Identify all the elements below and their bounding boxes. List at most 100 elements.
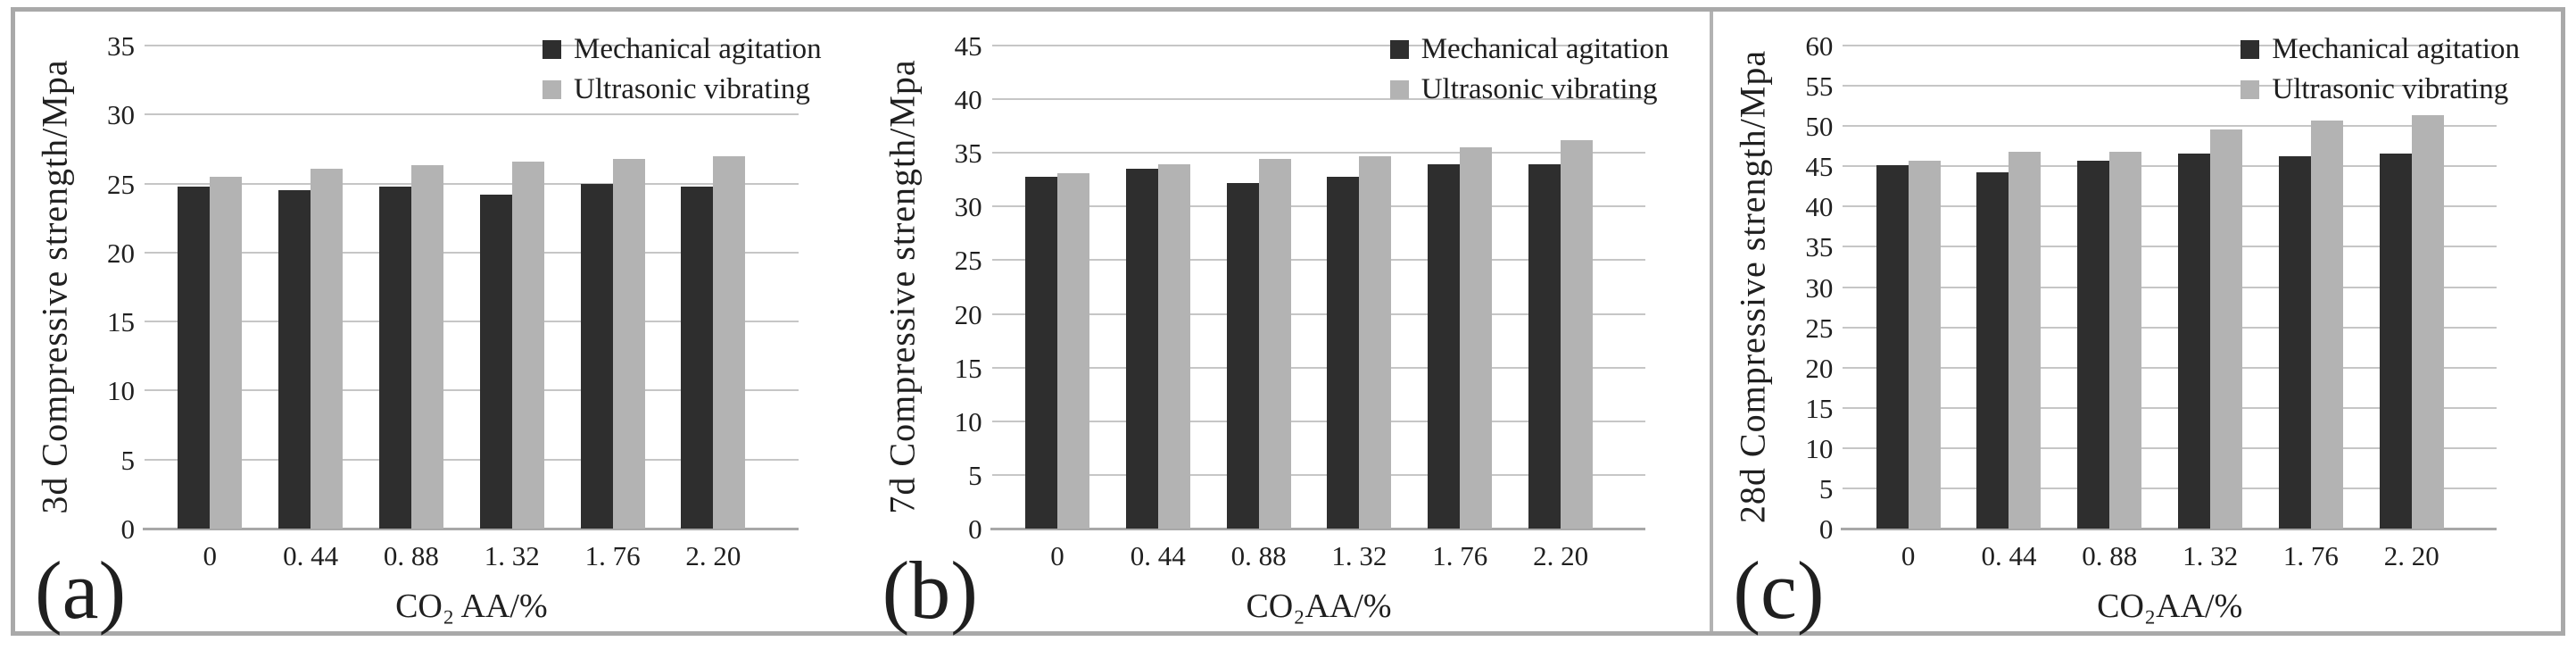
y-tick-label: 25: [1805, 312, 1834, 344]
gridline: [145, 458, 799, 461]
x-tick-row: 0 0. 44 0. 88 1. 32 1. 76 2. 20: [992, 540, 1646, 576]
bar-group: [2379, 115, 2444, 529]
legend-label: Mechanical agitation: [2272, 33, 2521, 65]
bar-mechanical-agitation: [1876, 165, 1909, 529]
bar-group: [378, 165, 443, 529]
y-tick-label: 45: [954, 30, 982, 62]
bar-ultrasonic-vibrating: [2310, 120, 2343, 529]
legend: Mechanical agitation Ultrasonic vibrating: [543, 33, 822, 105]
gridline: [1843, 487, 2497, 489]
bar-group: [1226, 159, 1291, 529]
bar-mechanical-agitation: [1125, 169, 1158, 529]
plot-area: [143, 45, 799, 530]
panel-letter: (a): [35, 545, 127, 636]
legend-label: Mechanical agitation: [1421, 33, 1669, 65]
bar-mechanical-agitation: [580, 183, 613, 529]
gridline: [145, 389, 799, 392]
x-tick-label: 2. 20: [2383, 540, 2439, 571]
y-tick-label: 15: [954, 352, 982, 384]
gridline: [991, 473, 1646, 476]
y-tick-label: 35: [1805, 231, 1834, 263]
x-tick-label: 1. 76: [2282, 540, 2339, 571]
bar-ultrasonic-vibrating: [1157, 164, 1190, 529]
figure-frame: 3d Compressive strength/Mpa 0 0. 44 0. 88 1…: [11, 7, 2565, 636]
gridline: [1843, 366, 2497, 369]
bar-group: [1528, 139, 1594, 529]
bar-mechanical-agitation: [1226, 182, 1259, 529]
x-tick-label: 0. 44: [1130, 540, 1186, 571]
bar-ultrasonic-vibrating: [2109, 152, 2142, 529]
legend-item: Ultrasonic vibrating: [1389, 73, 1669, 105]
bar-mechanical-agitation: [2278, 156, 2311, 529]
y-tick-label: 0: [968, 513, 982, 545]
y-tick-label: 35: [954, 138, 982, 170]
bar-ultrasonic-vibrating: [1460, 147, 1493, 529]
y-tick-label: 0: [1818, 513, 1834, 545]
bar-mechanical-agitation: [2077, 160, 2110, 529]
x-tick-label: 2. 20: [1533, 540, 1589, 571]
y-tick-label: 45: [1805, 151, 1834, 183]
y-tick-label: 10: [954, 405, 982, 438]
bar-group: [580, 158, 645, 529]
legend-swatch-icon: [543, 39, 562, 59]
panel-b: 7d Compressive strength/Mpa 0 0. 44 0. 88 1…: [862, 12, 1710, 631]
y-tick-label: 0: [120, 513, 136, 545]
x-axis-line: [1841, 528, 2497, 530]
x-tick-label: 1. 76: [1432, 540, 1488, 571]
bar-mechanical-agitation: [278, 190, 311, 529]
bar-group: [681, 155, 746, 529]
x-tick-label: 0: [1050, 540, 1064, 571]
y-tick-label: 5: [968, 459, 982, 491]
bar-mechanical-agitation: [681, 186, 714, 529]
legend-item: Ultrasonic vibrating: [543, 73, 822, 105]
x-axis-title: CO₂AA/%: [1246, 588, 1392, 625]
bar-group: [2178, 129, 2243, 529]
gridline: [1843, 45, 2497, 46]
gridline: [1843, 286, 2497, 288]
panel-c: 28d Compressive strength/Mpa 0 0. 44 0. 88…: [1710, 12, 2562, 631]
legend-label: Ultrasonic vibrating: [574, 73, 810, 105]
x-tick-label: 1. 32: [484, 540, 540, 571]
bar-ultrasonic-vibrating: [1561, 139, 1594, 529]
bar-group: [1125, 164, 1190, 529]
gridline: [145, 251, 799, 254]
gridline: [991, 98, 1646, 101]
bar-ultrasonic-vibrating: [210, 176, 243, 529]
x-tick-label: 0. 44: [283, 540, 339, 571]
gridline: [991, 205, 1646, 208]
x-tick-label: 0. 44: [1981, 540, 2037, 571]
bar-ultrasonic-vibrating: [311, 168, 344, 529]
gridline: [991, 259, 1646, 262]
gridline: [991, 152, 1646, 154]
legend-item: Mechanical agitation: [2241, 33, 2520, 65]
bar-group: [1428, 147, 1493, 529]
y-tick-label: 15: [107, 306, 135, 338]
bar-ultrasonic-vibrating: [2210, 129, 2243, 529]
x-tick-label: 0. 88: [2082, 540, 2138, 571]
y-tick-label: 35: [107, 30, 135, 62]
y-tick-label: 5: [1818, 472, 1834, 504]
y-tick-label: 30: [107, 99, 135, 131]
bar-mechanical-agitation: [1976, 171, 2009, 529]
bar-mechanical-agitation: [479, 194, 512, 529]
y-tick-label: 20: [107, 237, 135, 269]
gridline: [1843, 165, 2497, 168]
gridline: [991, 366, 1646, 369]
gridline: [991, 45, 1646, 46]
gridline: [1843, 406, 2497, 409]
x-tick-label: 0. 88: [1230, 540, 1287, 571]
bar-ultrasonic-vibrating: [2009, 152, 2042, 529]
legend: Mechanical agitation Ultrasonic vibrating: [2241, 33, 2520, 105]
bar-mechanical-agitation: [1024, 176, 1057, 529]
gridline: [991, 312, 1646, 315]
bar-mechanical-agitation: [1327, 176, 1360, 529]
y-tick-label: 25: [954, 245, 982, 277]
bar-ultrasonic-vibrating: [2411, 115, 2444, 529]
legend-label: Ultrasonic vibrating: [1421, 73, 1658, 105]
bar-group: [1024, 173, 1089, 529]
y-tick-label: 25: [107, 168, 135, 200]
bar-mechanical-agitation: [2379, 153, 2412, 529]
y-tick-label: 10: [1805, 432, 1834, 464]
legend-item: Ultrasonic vibrating: [2241, 73, 2520, 105]
bar-ultrasonic-vibrating: [1359, 155, 1392, 529]
